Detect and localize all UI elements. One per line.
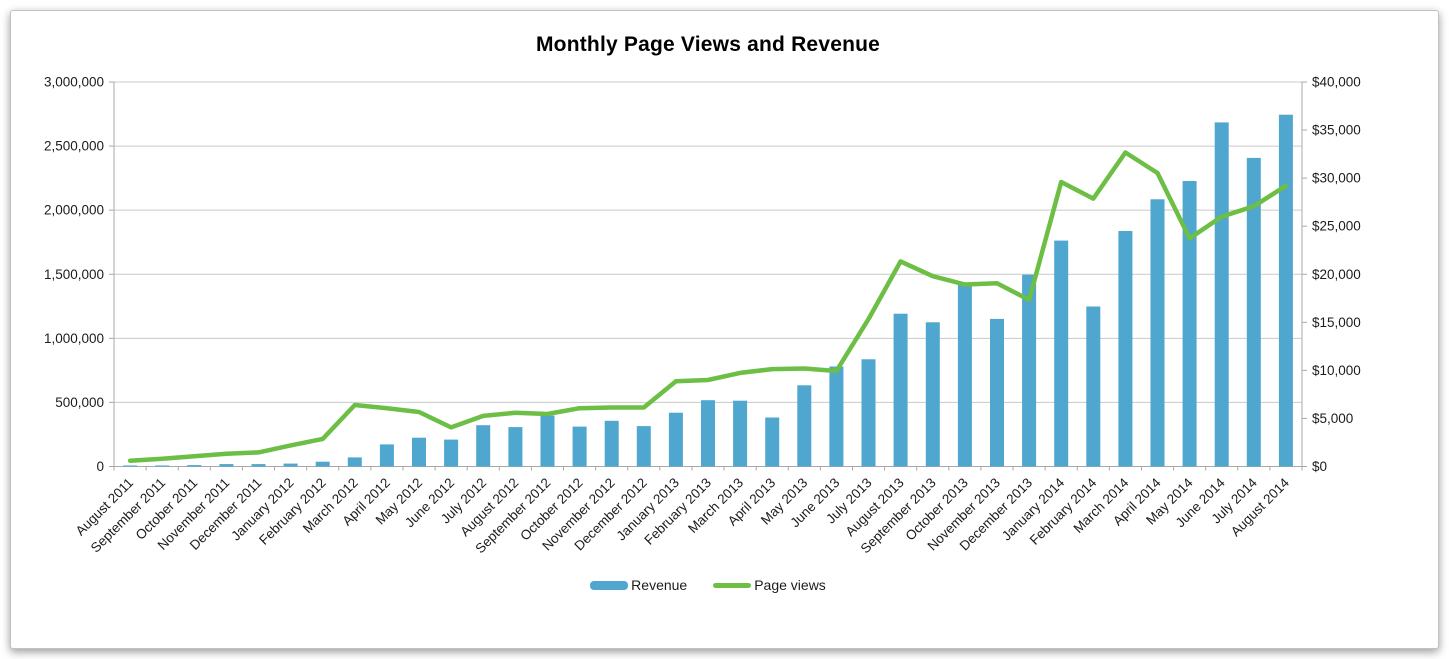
right-axis-tick-label: $40,000 bbox=[1312, 75, 1361, 90]
revenue-bar bbox=[508, 427, 523, 467]
revenue-bar bbox=[283, 463, 298, 467]
revenue-bar bbox=[251, 464, 266, 467]
revenue-bar bbox=[990, 318, 1004, 467]
revenue-bar bbox=[1182, 181, 1197, 467]
revenue-bar bbox=[733, 400, 748, 467]
revenue-legend-swatch bbox=[590, 580, 629, 590]
revenue-bar bbox=[765, 417, 780, 467]
revenue-bar bbox=[861, 359, 876, 467]
revenue-bar bbox=[1118, 231, 1133, 467]
revenue-bar bbox=[219, 464, 234, 467]
revenue-bar bbox=[572, 426, 587, 467]
pageviews-line bbox=[127, 150, 1289, 463]
revenue-bar bbox=[444, 439, 459, 467]
chart-plot-area: 0 500,000 1,000,000 1,500,000 2,000,000 2,500… bbox=[44, 75, 1361, 557]
revenue-bar bbox=[123, 465, 138, 467]
revenue-bar bbox=[1022, 274, 1037, 467]
left-axis-tick-label: 1,000,000 bbox=[44, 331, 104, 346]
revenue-bar bbox=[1246, 157, 1261, 467]
chart-title: Monthly Page Views and Revenue bbox=[535, 33, 881, 56]
revenue-bar bbox=[701, 400, 715, 467]
revenue-bar bbox=[1278, 114, 1293, 467]
pageviews-legend-label: Page views bbox=[754, 577, 826, 593]
right-axis-tick-label: $10,000 bbox=[1312, 363, 1361, 378]
left-axis-tick-label: 1,500,000 bbox=[44, 267, 104, 282]
revenue-bar bbox=[1150, 199, 1165, 467]
revenue-bar bbox=[925, 322, 940, 467]
legend: Revenue Page views bbox=[114, 577, 1302, 593]
right-axis-tick-label: $35,000 bbox=[1312, 123, 1361, 138]
left-axis-tick-label: 2,500,000 bbox=[44, 139, 104, 154]
right-axis-tick-label: $30,000 bbox=[1312, 171, 1361, 186]
legend-item-pageviews: Page views bbox=[713, 577, 826, 593]
revenue-bar bbox=[829, 366, 844, 467]
revenue-bar bbox=[187, 465, 202, 467]
revenue-bar bbox=[412, 437, 426, 467]
legend-item-revenue: Revenue bbox=[590, 577, 687, 593]
revenue-bar bbox=[1086, 306, 1101, 467]
revenue-bar bbox=[1054, 240, 1069, 467]
chart-card: Monthly Page Views and Revenue 0 500,000 1… bbox=[10, 10, 1439, 649]
revenue-bar bbox=[540, 415, 555, 467]
right-axis-tick-label: $0 bbox=[1312, 459, 1327, 474]
left-axis-tick-label: 0 bbox=[96, 459, 104, 474]
revenue-bar bbox=[604, 420, 619, 467]
left-axis-tick-label: 2,000,000 bbox=[44, 203, 104, 218]
revenue-bar bbox=[155, 465, 170, 467]
revenue-bar bbox=[893, 313, 908, 467]
left-axis-tick-label: 500,000 bbox=[55, 395, 104, 410]
revenue-bar bbox=[957, 284, 972, 467]
revenue-bar bbox=[797, 385, 812, 467]
revenue-bar bbox=[379, 444, 394, 467]
right-axis-tick-label: $20,000 bbox=[1312, 267, 1361, 282]
pageviews-legend-swatch bbox=[713, 582, 752, 588]
revenue-bar bbox=[636, 426, 651, 467]
right-axis-tick-label: $25,000 bbox=[1312, 219, 1361, 234]
right-axis-tick-label: $15,000 bbox=[1312, 315, 1361, 330]
revenue-legend-label: Revenue bbox=[631, 577, 688, 593]
revenue-bar bbox=[315, 461, 330, 467]
revenue-bar bbox=[1214, 122, 1229, 467]
revenue-bar bbox=[347, 457, 362, 467]
revenue-bar bbox=[476, 425, 491, 467]
left-axis-tick-label: 3,000,000 bbox=[44, 75, 104, 90]
revenue-bar bbox=[668, 412, 683, 467]
right-axis-tick-label: $5,000 bbox=[1312, 411, 1353, 426]
